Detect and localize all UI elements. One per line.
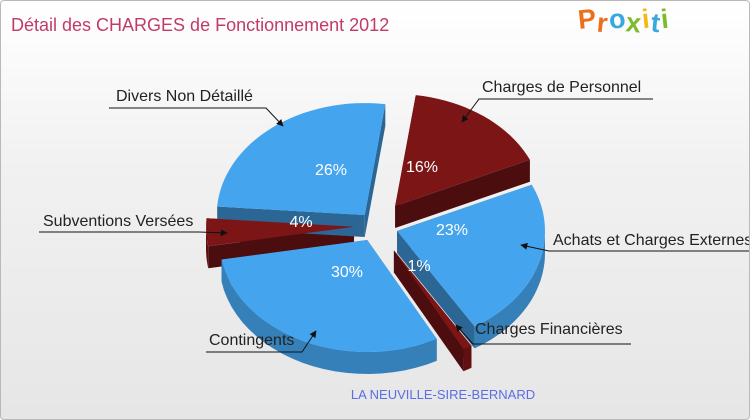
pie-slice-wall xyxy=(474,231,545,349)
leader-line xyxy=(461,98,653,123)
slice-percent-label: 30% xyxy=(331,264,363,281)
slice-label-subventions: Subventions Versées xyxy=(43,213,194,230)
slice-label-achats: Achats et Charges Externes xyxy=(553,232,750,249)
slice-percent-label: 16% xyxy=(406,159,438,176)
slice-percent-label: 1% xyxy=(407,258,430,275)
pie-slice xyxy=(217,103,386,216)
slice-label-personnel: Charges de Personnel xyxy=(482,79,642,96)
pie-slice xyxy=(221,240,437,352)
pie-slice xyxy=(397,184,545,327)
commune-name: LA NEUVILLE-SIRE-BERNARD xyxy=(350,387,536,402)
leader-line xyxy=(206,330,317,353)
slice-label-financieres: Charges Financières xyxy=(475,321,623,338)
pie-slice-cut xyxy=(364,104,386,238)
pie-slice-cut xyxy=(397,231,475,349)
slice-label-contingents: Contingents xyxy=(209,332,295,349)
leader-line xyxy=(39,229,228,237)
slice-label-divers: Divers Non Détaillé xyxy=(116,88,253,105)
pie-slice-wall xyxy=(463,345,472,372)
leader-line xyxy=(520,242,749,252)
pie-slice-cut xyxy=(393,250,472,368)
chart-title: Détail des CHARGES de Fonctionnement 201… xyxy=(11,15,390,35)
pie-slice xyxy=(395,95,530,206)
pie-slice xyxy=(393,250,472,350)
slice-percent-label: 4% xyxy=(289,214,312,231)
slice-percent-label: 26% xyxy=(315,162,347,179)
pie-slice xyxy=(206,218,354,247)
pie-top-faces xyxy=(206,95,545,352)
pie-slice-wall xyxy=(221,259,437,374)
pie-slice-cut xyxy=(395,159,530,229)
slice-percent-label: 23% xyxy=(436,222,468,239)
leader-line xyxy=(109,107,284,127)
leader-line xyxy=(455,324,631,345)
pie-slice-wall xyxy=(206,226,209,269)
